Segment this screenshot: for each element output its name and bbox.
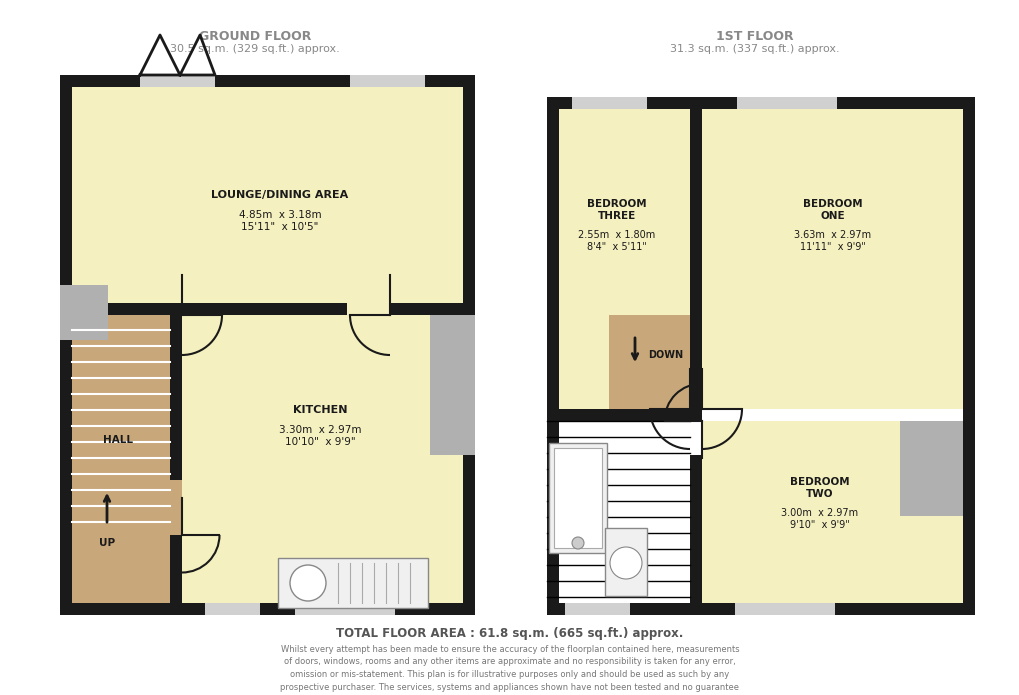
Text: HALL: HALL (103, 435, 132, 445)
Bar (463, 315, 475, 615)
Bar (546, 421, 701, 615)
Circle shape (609, 547, 641, 579)
Bar (737, 97, 837, 109)
Bar (170, 535, 181, 615)
Bar (735, 603, 835, 615)
Text: 3.63m  x 2.97m
11'11"  x 9'9": 3.63m x 2.97m 11'11" x 9'9" (794, 230, 870, 252)
Bar (548, 443, 606, 553)
Bar (60, 75, 72, 615)
Bar (572, 97, 646, 109)
Bar (278, 558, 428, 608)
Text: TOTAL FLOOR AREA : 61.8 sq.m. (665 sq.ft.) approx.: TOTAL FLOOR AREA : 61.8 sq.m. (665 sq.ft… (336, 627, 683, 640)
Bar (899, 421, 962, 516)
Bar (546, 97, 558, 615)
Text: 2.55m  x 1.80m
8'4"  x 5'11": 2.55m x 1.80m 8'4" x 5'11" (578, 230, 655, 252)
Bar (430, 315, 475, 455)
Bar (294, 603, 394, 615)
Text: DOWN: DOWN (647, 350, 683, 360)
Text: 3.30m  x 2.97m
10'10"  x 9'9": 3.30m x 2.97m 10'10" x 9'9" (278, 425, 361, 447)
Text: UP: UP (99, 538, 115, 548)
Bar (701, 421, 962, 615)
Text: BEDROOM
THREE: BEDROOM THREE (587, 199, 646, 221)
Text: 4.85m  x 3.18m
15'11"  x 10'5": 4.85m x 3.18m 15'11" x 10'5" (238, 210, 321, 231)
Text: Whilst every attempt has been made to ensure the accuracy of the floorplan conta: Whilst every attempt has been made to en… (280, 645, 739, 695)
Bar (553, 448, 601, 548)
Bar (60, 75, 140, 87)
Text: 30.5 sq.m. (329 sq.ft.) approx.: 30.5 sq.m. (329 sq.ft.) approx. (170, 44, 339, 54)
Bar (350, 75, 425, 87)
Circle shape (289, 565, 326, 601)
Bar (60, 285, 108, 340)
Bar (389, 303, 475, 315)
Bar (72, 303, 346, 315)
Bar (546, 603, 974, 615)
Text: 1ST FLOOR: 1ST FLOOR (715, 30, 793, 43)
Bar (140, 75, 215, 87)
Bar (215, 75, 475, 87)
Bar (72, 315, 181, 615)
Text: BEDROOM
TWO: BEDROOM TWO (790, 477, 849, 499)
Bar (546, 409, 701, 421)
Text: 31.3 sq.m. (337 sq.ft.) approx.: 31.3 sq.m. (337 sq.ft.) approx. (669, 44, 839, 54)
Text: GROUND FLOOR: GROUND FLOOR (199, 30, 311, 43)
Circle shape (572, 537, 584, 549)
Bar (205, 603, 260, 615)
Text: BEDROOM
ONE: BEDROOM ONE (802, 199, 862, 221)
Bar (546, 97, 974, 109)
Text: LOUNGE/DINING AREA: LOUNGE/DINING AREA (211, 190, 348, 200)
Bar (604, 528, 646, 596)
Bar (463, 75, 475, 315)
Bar (962, 97, 974, 615)
Bar (565, 603, 630, 615)
Bar (689, 455, 701, 615)
Text: KITCHEN: KITCHEN (292, 405, 346, 415)
Bar (170, 315, 181, 480)
Bar (558, 109, 689, 409)
Bar (608, 315, 701, 421)
Text: 3.00m  x 2.97m
9'10"  x 9'9": 3.00m x 2.97m 9'10" x 9'9" (781, 508, 858, 530)
Bar (181, 315, 463, 603)
Bar (701, 109, 962, 409)
Bar (60, 603, 475, 615)
Bar (72, 87, 463, 315)
Bar (689, 97, 701, 412)
